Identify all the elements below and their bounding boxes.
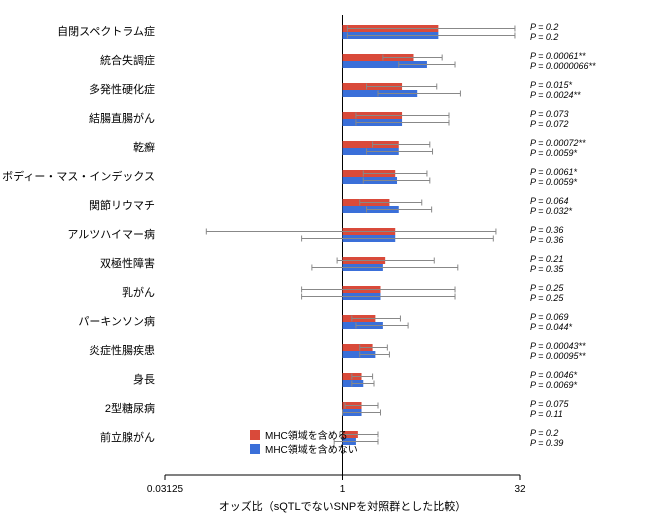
pvalue-label-2: P = 0.00095** — [530, 351, 586, 361]
pvalue-label-2: P = 0.39 — [530, 438, 563, 448]
pvalue-label-1: P = 0.0061* — [530, 167, 577, 177]
category-label: 関節リウマチ — [89, 198, 155, 212]
pvalue-label-1: P = 0.075 — [530, 399, 569, 409]
pvalue-label-2: P = 0.032* — [530, 206, 572, 216]
category-label: パーキンソン病 — [78, 314, 155, 328]
pvalue-label-2: P = 0.25 — [530, 293, 564, 303]
forest-plot-chart: 0.03125 1 32 オッズ比（sQTLでないSNPを対照群とした比較） 自閉スペク… — [0, 0, 650, 520]
pvalue-label-2: P = 0.0059* — [530, 148, 577, 158]
category-label: 前立腺がん — [100, 430, 155, 444]
category-label: ボディー・マス・インデックス — [2, 169, 155, 183]
pvalue-label-2: P = 0.35 — [530, 264, 564, 274]
x-tick-label: 0.03125 — [147, 484, 184, 495]
category-label: 統合失調症 — [100, 53, 155, 67]
category-label: 乳がん — [122, 285, 155, 299]
pvalue-label-2: P = 0.044* — [530, 322, 572, 332]
category-label: 身長 — [133, 372, 155, 386]
x-tick-label: 32 — [514, 484, 526, 495]
pvalue-label-1: P = 0.064 — [530, 196, 568, 206]
pvalue-label-1: P = 0.069 — [530, 312, 568, 322]
x-axis-label: オッズ比（sQTLでないSNPを対照群とした比較） — [219, 499, 467, 513]
category-label: 炎症性腸疾患 — [89, 343, 155, 357]
legend-label: MHC領域を含める — [265, 429, 348, 442]
pvalue-label-1: P = 0.2 — [530, 428, 558, 438]
pvalue-label-1: P = 0.36 — [530, 225, 563, 235]
pvalue-label-2: P = 0.0000066** — [530, 61, 596, 71]
x-tick-label: 1 — [340, 484, 346, 495]
pvalue-label-2: P = 0.11 — [530, 409, 563, 419]
pvalue-label-1: P = 0.015* — [530, 80, 572, 90]
category-label: 結腸直腸がん — [89, 111, 155, 125]
category-label: 多発性硬化症 — [89, 82, 155, 96]
category-label: アルツハイマー病 — [67, 227, 155, 241]
pvalue-label-2: P = 0.2 — [530, 32, 558, 42]
legend-swatch — [250, 444, 260, 454]
category-label: 乾癬 — [133, 140, 155, 154]
pvalue-label-1: P = 0.00043** — [530, 341, 586, 351]
pvalue-label-1: P = 0.073 — [530, 109, 568, 119]
chart-svg: 0.03125 1 32 オッズ比（sQTLでないSNPを対照群とした比較） 自閉スペク… — [0, 0, 650, 520]
pvalue-label-2: P = 0.36 — [530, 235, 563, 245]
pvalue-label-1: P = 0.21 — [530, 254, 563, 264]
pvalue-label-1: P = 0.25 — [530, 283, 564, 293]
category-label: 2型糖尿病 — [105, 401, 155, 415]
pvalue-label-1: P = 0.00061** — [530, 51, 586, 61]
pvalue-label-1: P = 0.00072** — [530, 138, 586, 148]
pvalue-label-2: P = 0.0069* — [530, 380, 577, 390]
legend-label: MHC領域を含めない — [265, 443, 358, 456]
pvalue-label-2: P = 0.0059* — [530, 177, 577, 187]
pvalue-label-2: P = 0.072 — [530, 119, 568, 129]
legend-swatch — [250, 430, 260, 440]
category-label: 自閉スペクトラム症 — [57, 24, 155, 38]
category-label: 双極性障害 — [100, 256, 155, 270]
pvalue-label-2: P = 0.0024** — [530, 90, 581, 100]
pvalue-label-1: P = 0.0046* — [530, 370, 577, 380]
pvalue-label-1: P = 0.2 — [530, 22, 558, 32]
